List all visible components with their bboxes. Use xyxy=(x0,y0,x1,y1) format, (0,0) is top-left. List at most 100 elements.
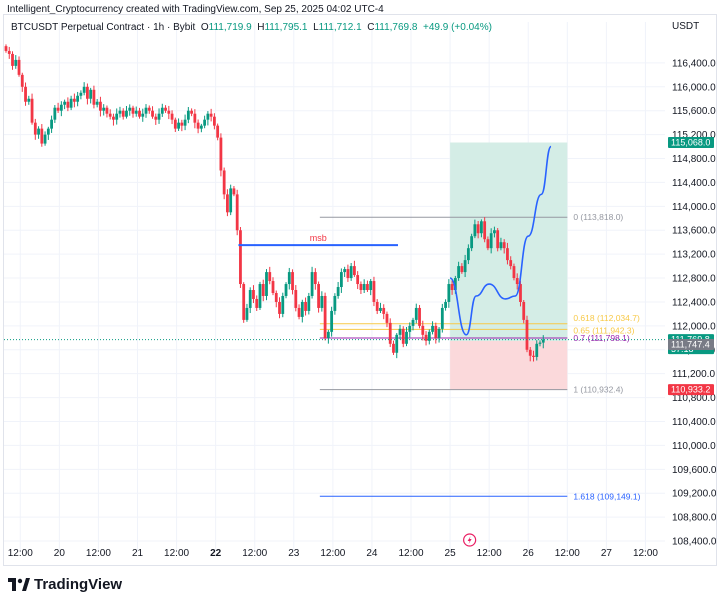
candle-body xyxy=(17,59,21,75)
msb-label: msb xyxy=(310,233,327,243)
x-tick-label: 12:00 xyxy=(320,548,345,559)
candle-body xyxy=(427,331,431,341)
x-tick-label: 12:00 xyxy=(555,548,580,559)
tradingview-footer[interactable]: TradingView xyxy=(8,576,122,593)
fib-level-label: 1.618 (109,149.1) xyxy=(573,491,640,501)
candle-body xyxy=(460,266,464,273)
candle-body xyxy=(134,110,138,114)
open-value: 111,719.9 xyxy=(208,22,252,33)
candle-body xyxy=(157,113,161,120)
high-label: H xyxy=(257,22,265,33)
fib-level-label: 0.618 (112,034.7) xyxy=(573,313,640,323)
candle-body xyxy=(212,116,216,126)
candle-body xyxy=(229,188,233,213)
candle-body xyxy=(330,310,334,332)
candle-body xyxy=(385,313,389,323)
candle-body xyxy=(401,328,405,344)
candle-body xyxy=(242,284,246,320)
candle-body xyxy=(40,128,44,144)
candle-body xyxy=(30,98,34,123)
low-value: 111,712.1 xyxy=(318,22,362,33)
candle-body xyxy=(11,53,14,66)
x-tick-label: 22 xyxy=(210,548,222,559)
tradingview-brand: TradingView xyxy=(34,576,123,593)
y-tick-label: 114,800.0 xyxy=(672,154,716,165)
candle-body xyxy=(252,290,255,299)
x-tick-label: 12:00 xyxy=(164,548,189,559)
candle-body xyxy=(519,284,522,302)
candle-body xyxy=(343,269,347,273)
symbol-name[interactable]: BTCUSDT Perpetual Contract · 1h · Bybit xyxy=(11,22,196,33)
target-price-badge-bg xyxy=(668,137,714,149)
entry-price-badge-text: 111,747.4 xyxy=(671,340,710,350)
candles xyxy=(4,44,545,362)
candle-body xyxy=(209,113,213,117)
candle-body xyxy=(473,224,477,237)
candle-body xyxy=(313,272,317,285)
candle-body xyxy=(128,107,132,111)
candle-body xyxy=(177,122,180,129)
candle-body xyxy=(291,272,294,291)
stop-price-badge-bg xyxy=(668,384,714,396)
candle-body xyxy=(66,101,70,108)
candle-body xyxy=(339,272,343,288)
stop-zone xyxy=(450,340,568,390)
currency-label[interactable]: USDT xyxy=(672,21,700,32)
candle-body xyxy=(248,290,252,308)
fib-levels: 0 (113,818.0) 0.618 (112,034.7) 0.65 (111,… xyxy=(319,212,641,501)
tradingview-logo-icon xyxy=(8,578,30,591)
candle-body xyxy=(444,301,447,308)
candle-body xyxy=(138,110,141,117)
candle-body xyxy=(131,107,135,114)
stop-price-badge-text: 110,933.2 xyxy=(671,385,710,395)
candle-body xyxy=(297,307,301,317)
candle-body xyxy=(522,301,526,320)
candle-body xyxy=(405,331,408,344)
candle-body xyxy=(53,107,57,120)
candle-body xyxy=(144,107,148,114)
y-tick-label: 113,600.0 xyxy=(672,226,716,237)
candle-body xyxy=(509,260,513,267)
candle-body xyxy=(457,266,461,279)
entry-price-badge-bg xyxy=(668,339,714,351)
candle-body xyxy=(294,290,298,308)
change-value: +49.9 (+0.04%) xyxy=(423,22,492,33)
candle-body xyxy=(320,295,324,308)
x-tick-label: 24 xyxy=(366,548,378,559)
candle-body xyxy=(141,113,145,117)
candle-body xyxy=(366,284,369,291)
x-tick-label: 12:00 xyxy=(8,548,33,559)
axes: 116,400.0 116,000.0 115,600.0 115,200.0 114,… xyxy=(8,58,717,559)
fib-level-label: 1 (110,932.4) xyxy=(573,385,623,395)
fib-level-label: 0 (113,818.0) xyxy=(573,212,623,222)
candle-body xyxy=(278,301,281,314)
candle-body xyxy=(24,86,27,102)
candle-body xyxy=(14,59,18,66)
x-tick-label: 25 xyxy=(445,548,457,559)
y-tick-label: 112,400.0 xyxy=(672,297,716,308)
candle-body xyxy=(450,284,454,291)
candle-body xyxy=(167,110,171,114)
candle-body xyxy=(532,355,535,357)
candle-body xyxy=(336,287,340,296)
x-tick-label: 20 xyxy=(54,548,66,559)
candle-body xyxy=(525,319,529,350)
high-value: 111,795.1 xyxy=(264,22,308,33)
target-price-badge-text: 115,068.0 xyxy=(671,138,710,148)
candle-body xyxy=(418,307,421,326)
candle-body xyxy=(307,295,311,311)
candle-body xyxy=(125,110,128,117)
candle-body xyxy=(447,284,451,302)
candle-body xyxy=(372,281,376,302)
y-tick-label: 110,400.0 xyxy=(672,417,716,428)
candle-body xyxy=(274,293,278,302)
candle-body xyxy=(27,98,31,102)
candle-body xyxy=(226,194,229,213)
candle-body xyxy=(180,122,184,126)
x-tick-label: 12:00 xyxy=(477,548,502,559)
projection-path xyxy=(449,145,552,336)
candle-body xyxy=(281,295,285,314)
candle-body xyxy=(333,295,337,311)
y-tick-label: 114,000.0 xyxy=(672,202,716,213)
